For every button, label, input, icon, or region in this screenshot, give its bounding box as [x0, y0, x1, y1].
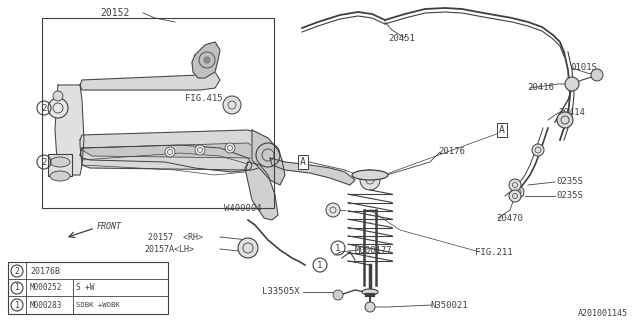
Text: FIG.415: FIG.415: [185, 93, 223, 102]
Polygon shape: [55, 85, 84, 175]
Text: L33505X: L33505X: [262, 287, 300, 297]
Text: 20451: 20451: [388, 34, 415, 43]
Bar: [42, 18, 274, 208]
Text: M000283: M000283: [30, 300, 62, 309]
Circle shape: [326, 203, 340, 217]
Text: W400004: W400004: [225, 204, 262, 212]
Circle shape: [360, 170, 380, 190]
Ellipse shape: [352, 170, 388, 180]
Text: 1: 1: [15, 300, 19, 309]
Circle shape: [204, 57, 210, 63]
Circle shape: [509, 190, 521, 202]
Circle shape: [53, 91, 63, 101]
Polygon shape: [252, 130, 285, 185]
Polygon shape: [245, 162, 278, 220]
Text: 20152: 20152: [100, 8, 129, 18]
Text: 20414: 20414: [558, 108, 585, 116]
Text: M000177: M000177: [355, 245, 392, 254]
Polygon shape: [80, 145, 252, 172]
Polygon shape: [270, 158, 355, 185]
Circle shape: [365, 302, 375, 312]
Text: A: A: [300, 157, 306, 167]
Ellipse shape: [50, 171, 70, 181]
Text: S +W: S +W: [76, 284, 95, 292]
Circle shape: [165, 147, 175, 157]
Text: 0235S: 0235S: [556, 177, 583, 186]
Bar: [48, 154, 72, 176]
Circle shape: [532, 144, 544, 156]
Text: 20157A<LH>: 20157A<LH>: [144, 244, 194, 253]
Text: M000252: M000252: [30, 284, 62, 292]
Circle shape: [195, 145, 205, 155]
Circle shape: [223, 96, 241, 114]
Circle shape: [333, 290, 343, 300]
Text: 2: 2: [15, 267, 19, 276]
Bar: [8, 262, 168, 314]
Polygon shape: [80, 130, 278, 170]
Text: A201001145: A201001145: [578, 308, 628, 317]
Circle shape: [48, 98, 68, 118]
Text: 1: 1: [15, 284, 19, 292]
Text: 2: 2: [42, 103, 47, 113]
Text: SDBK +WOBK: SDBK +WOBK: [76, 302, 120, 308]
Text: 20157  <RH>: 20157 <RH>: [148, 233, 203, 242]
Circle shape: [225, 143, 235, 153]
Ellipse shape: [50, 157, 70, 167]
Text: 1: 1: [335, 244, 340, 252]
Text: 20470: 20470: [496, 213, 523, 222]
Circle shape: [238, 238, 258, 258]
Text: FIG.211: FIG.211: [475, 247, 513, 257]
Text: 0235S: 0235S: [556, 190, 583, 199]
Text: 20416: 20416: [527, 83, 554, 92]
Text: 0101S: 0101S: [570, 62, 597, 71]
Text: N350021: N350021: [430, 300, 468, 309]
Text: 20176: 20176: [438, 147, 465, 156]
Text: A: A: [499, 125, 505, 135]
Circle shape: [557, 112, 573, 128]
Polygon shape: [82, 143, 262, 158]
Circle shape: [565, 77, 579, 91]
Circle shape: [512, 186, 524, 198]
Circle shape: [591, 69, 603, 81]
Polygon shape: [192, 42, 220, 78]
Circle shape: [509, 179, 521, 191]
Text: 1: 1: [317, 260, 323, 269]
Text: FRONT: FRONT: [97, 221, 122, 230]
Ellipse shape: [362, 289, 378, 295]
Text: 20176B: 20176B: [30, 267, 60, 276]
Polygon shape: [80, 72, 220, 90]
Text: 2: 2: [42, 157, 47, 166]
